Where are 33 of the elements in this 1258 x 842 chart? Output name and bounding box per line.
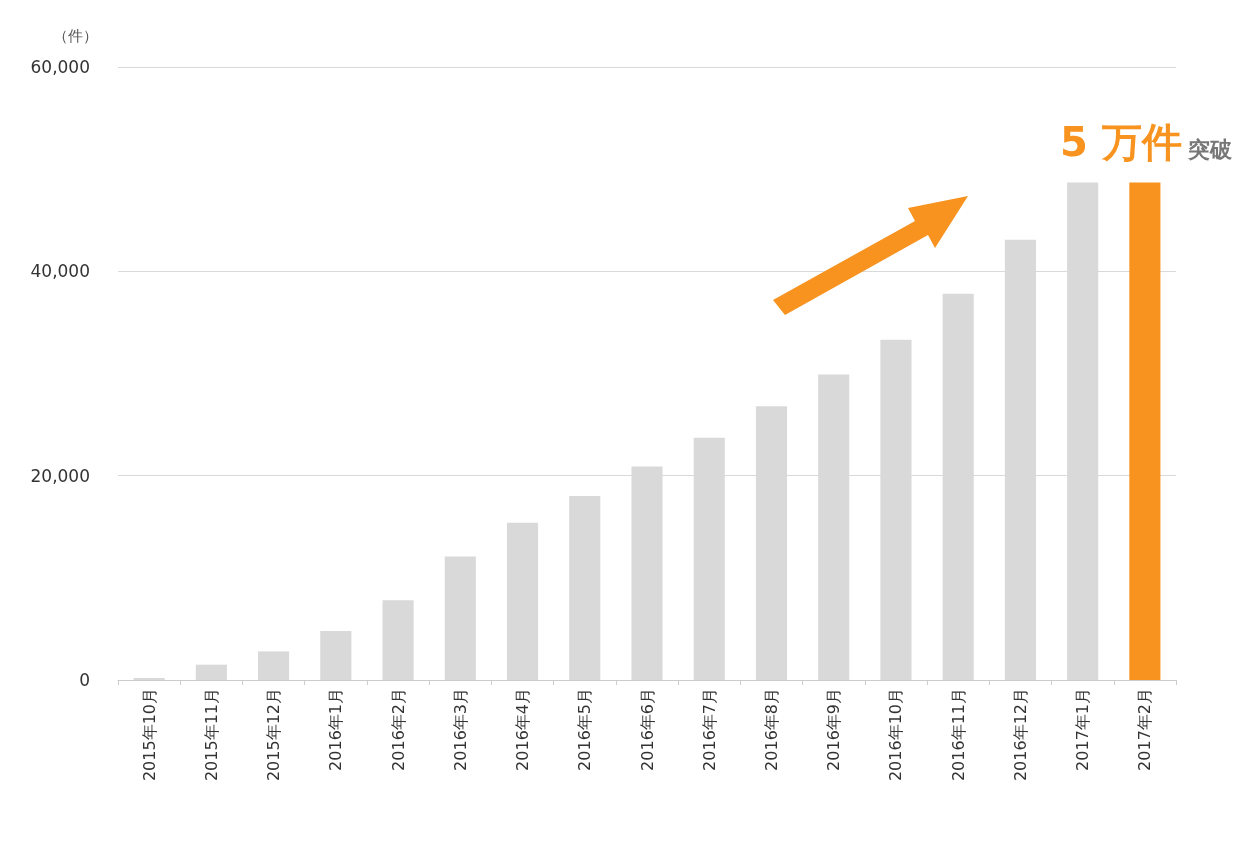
bar	[258, 651, 290, 680]
y-tick-label: 40,000	[30, 261, 90, 282]
x-tick-label: 2016年1月	[326, 688, 346, 771]
x-tick-label: 2016年6月	[637, 688, 657, 771]
bar	[320, 630, 352, 680]
x-tick-label: 2016年12月	[1010, 688, 1030, 782]
bar	[569, 496, 601, 680]
x-tick-label: 2015年10月	[139, 688, 159, 782]
bar	[444, 556, 476, 680]
x-tick-label: 2016年4月	[513, 688, 533, 771]
x-tick-label: 2016年7月	[699, 688, 719, 771]
y-tick-label: 20,000	[30, 465, 90, 486]
x-tick-label: 2017年1月	[1073, 688, 1093, 771]
x-tick-label: 2016年2月	[388, 688, 408, 771]
x-tick-label: 2016年8月	[761, 688, 781, 771]
annotation: 5 万件	[1060, 119, 1182, 165]
x-tick-label: 2016年10月	[886, 688, 906, 782]
x-tick-label: 2016年5月	[575, 688, 595, 771]
x-tick-label: 2015年11月	[201, 688, 221, 782]
x-tick-label: 2015年12月	[264, 688, 284, 782]
bar	[133, 677, 165, 680]
y-axis-title: （件）	[53, 26, 98, 45]
text: 突破	[1187, 136, 1233, 162]
bar	[195, 664, 227, 680]
x-tick-label: 2016年11月	[948, 688, 968, 782]
bar	[1129, 182, 1161, 680]
y-tick-label: 0	[79, 670, 90, 690]
y-tick-label: 60,000	[30, 57, 90, 77]
bar	[506, 522, 539, 680]
bar	[382, 600, 414, 680]
x-tick-label: 2016年3月	[450, 688, 470, 771]
x-tick-label: 2016年9月	[824, 688, 844, 771]
x-tick-label: 2017年2月	[1135, 688, 1155, 771]
